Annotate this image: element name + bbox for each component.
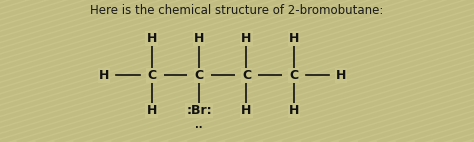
Text: H: H [241, 104, 252, 117]
Text: H: H [194, 32, 204, 45]
Text: Here is the chemical structure of 2-bromobutane:: Here is the chemical structure of 2-brom… [91, 4, 383, 17]
Text: ··: ·· [195, 123, 203, 133]
Text: H: H [289, 32, 299, 45]
Text: H: H [146, 32, 157, 45]
Text: H: H [241, 32, 252, 45]
Text: C: C [147, 69, 156, 82]
Text: H: H [99, 69, 109, 82]
Text: H: H [336, 69, 346, 82]
Text: H: H [146, 104, 157, 117]
Text: C: C [289, 69, 299, 82]
Text: C: C [242, 69, 251, 82]
Text: C: C [194, 69, 204, 82]
Text: :Br:: :Br: [186, 104, 212, 117]
Text: H: H [289, 104, 299, 117]
